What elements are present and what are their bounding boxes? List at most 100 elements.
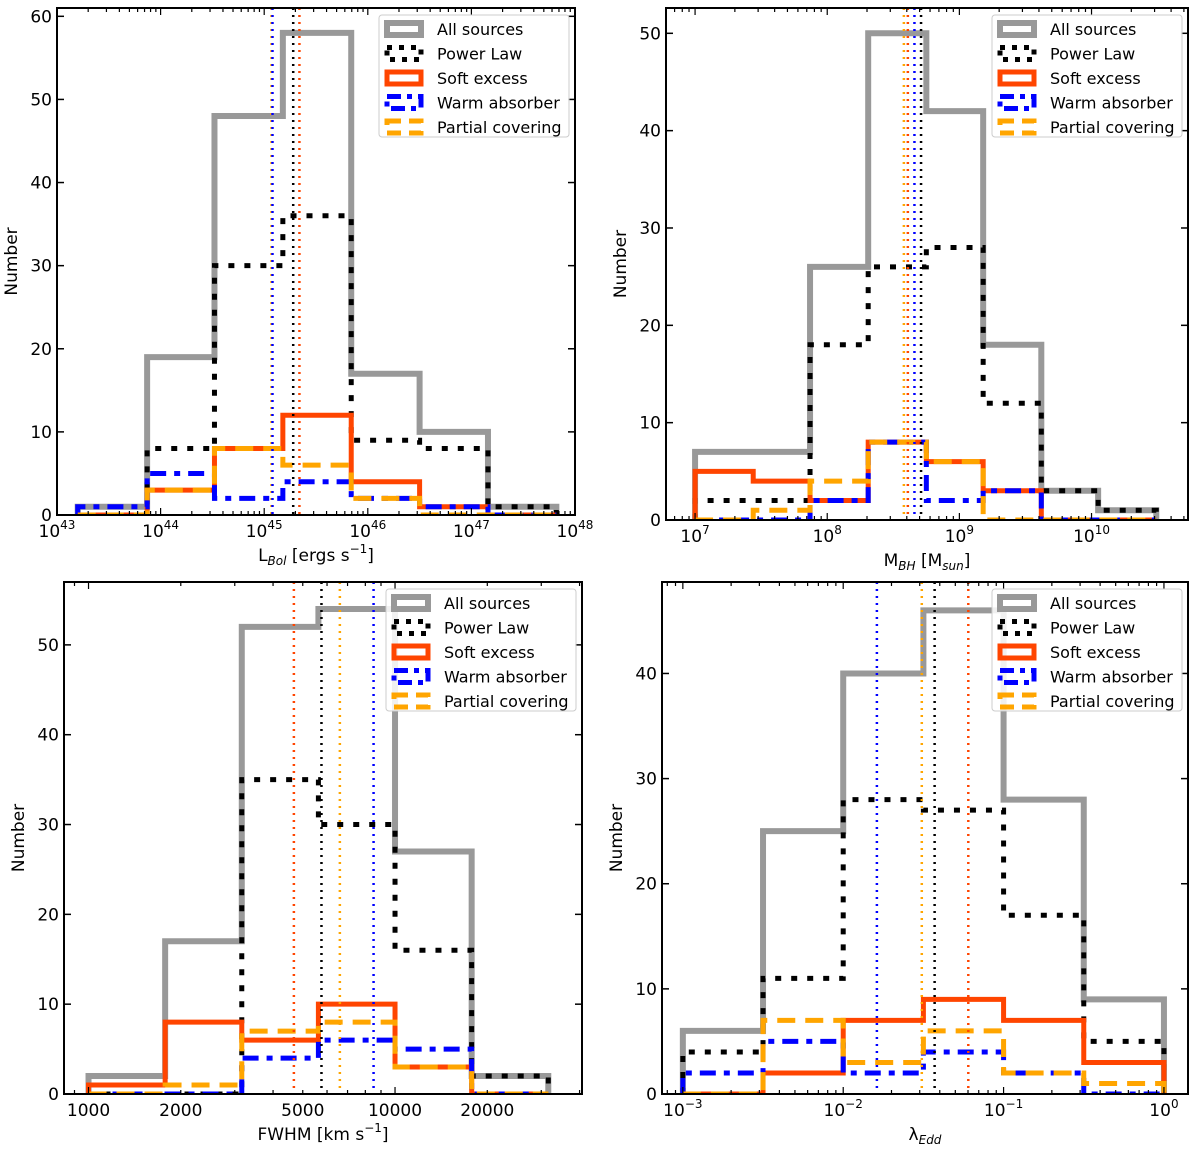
legend-label: Power Law [444, 619, 529, 638]
legend-item-pc: Partial covering [997, 692, 1175, 711]
legend-item-wa: Warm absorber [384, 94, 560, 113]
y-axis-label: Number [9, 804, 29, 872]
axes-frame [63, 581, 583, 1095]
y-tick-label: 30 [635, 770, 657, 790]
legend-item-pc: Partial covering [997, 118, 1175, 137]
legend-item-wa: Warm absorber [997, 94, 1173, 113]
legend-item-all: All sources [997, 594, 1136, 613]
x-tick-label: 2000 [159, 1101, 202, 1121]
y-tick-label: 60 [30, 7, 52, 27]
legend-item-pc: Partial covering [391, 692, 569, 711]
legend-item-pl: Power Law [384, 45, 522, 64]
x-axis-label: FWHM [km s−1] [257, 1121, 388, 1145]
legend-swatch [384, 69, 424, 87]
y-tick-label: 40 [639, 122, 661, 142]
histogram-pc [695, 439, 1157, 520]
legend: All sources Power Law Soft excess Warm abso… [385, 588, 577, 712]
legend-item-all: All sources [391, 594, 530, 613]
legend-item-pl: Power Law [997, 619, 1135, 638]
legend-label: Soft excess [1050, 69, 1141, 88]
y-tick-label: 20 [30, 340, 52, 360]
y-tick-label: 20 [639, 316, 661, 336]
panel-4: 0 10 20 30 40 10−3 10−2 10−1 100 λEdd Number All so… [607, 581, 1189, 1147]
legend-swatch [997, 594, 1037, 612]
histogram-pl [692, 244, 1159, 520]
panel-3: 0 10 20 30 40 50 1000 2000 5000 10000 20000 FWHM [k… [9, 581, 583, 1145]
legend: All sources Power Law Soft excess Warm abso… [991, 588, 1183, 712]
y-tick-label: 30 [37, 816, 59, 836]
y-tick-label: 20 [635, 875, 657, 895]
x-tick-label: 1000 [67, 1101, 110, 1121]
y-axis-label: Number [611, 230, 631, 298]
x-tick-label: 20000 [460, 1101, 514, 1121]
x-tick-label: 100 [1149, 1097, 1178, 1121]
legend-swatch [384, 45, 424, 62]
legend-item-se: Soft excess [391, 643, 535, 662]
legend-swatch [997, 668, 1037, 685]
legend-label: Partial covering [444, 692, 569, 711]
y-tick-label: 0 [41, 506, 52, 526]
panel-2: 0 10 20 30 40 50 107 108 109 1010 MBH [Msun] Number… [611, 7, 1189, 573]
plot-area [85, 582, 552, 1094]
legend-label: Warm absorber [1050, 94, 1173, 113]
x-tick-label: 1048 [557, 518, 594, 542]
y-tick-label: 30 [30, 257, 52, 277]
legend-item-wa: Warm absorber [391, 668, 567, 687]
y-tick-label: 10 [30, 423, 52, 443]
legend-swatch [997, 619, 1037, 636]
x-tick-label: 10−3 [663, 1097, 702, 1121]
legend-label: Soft excess [444, 643, 535, 662]
legend-swatch [391, 643, 431, 661]
legend-swatch [391, 619, 431, 636]
y-axis-label: Number [607, 804, 627, 872]
legend-swatch [391, 668, 431, 685]
legend-label: All sources [1050, 20, 1136, 39]
legend-swatch [997, 20, 1037, 38]
legend-item-pc: Partial covering [384, 118, 562, 137]
legend-label: Soft excess [437, 69, 528, 88]
axes-frame [56, 7, 576, 516]
legend-item-se: Soft excess [384, 69, 528, 88]
legend-label: All sources [437, 20, 523, 39]
histogram-wa [88, 1037, 549, 1094]
legend-swatch [384, 94, 424, 111]
y-tick-label: 30 [639, 219, 661, 239]
x-tick-label: 10−2 [824, 1097, 863, 1121]
legend: All sources Power Law Soft excess Warm abso… [378, 14, 570, 138]
axes-frame [661, 581, 1189, 1095]
plot-area [679, 582, 1167, 1094]
legend: All sources Power Law Soft excess Warm abso… [991, 14, 1183, 138]
y-tick-label: 40 [37, 726, 59, 746]
panel-1: 0 10 20 30 40 50 60 1043 1044 1045 1046 1047 1048 LBo… [2, 7, 593, 568]
histogram-pc [682, 1017, 1167, 1094]
legend-swatch [997, 45, 1037, 62]
histogram-wa [695, 439, 1157, 520]
y-tick-label: 10 [37, 995, 59, 1015]
legend-label: Soft excess [1050, 643, 1141, 662]
legend-swatch [391, 594, 431, 612]
legend-item-wa: Warm absorber [997, 668, 1173, 687]
legend-item-pl: Power Law [997, 45, 1135, 64]
y-axis-label: Number [2, 227, 22, 295]
legend-label: Partial covering [1050, 118, 1175, 137]
x-tick-label: 109 [945, 523, 974, 547]
y-tick-label: 10 [639, 414, 661, 434]
legend-swatch [997, 643, 1037, 661]
histogram-pl [88, 777, 551, 1094]
histogram-pc [77, 446, 557, 515]
legend-label: All sources [1050, 594, 1136, 613]
x-tick-label: 1043 [39, 518, 76, 542]
x-axis-label: LBol [ergs s−1] [258, 542, 374, 568]
histogram-all [692, 30, 1160, 520]
legend-label: Warm absorber [1050, 668, 1173, 687]
x-tick-label: 107 [680, 523, 709, 547]
legend-label: Power Law [1050, 45, 1135, 64]
legend-label: All sources [444, 594, 530, 613]
x-axis-label: MBH [Msun] [884, 551, 971, 573]
legend-label: Power Law [437, 45, 522, 64]
y-tick-label: 50 [639, 24, 661, 44]
legend-swatch [997, 69, 1037, 87]
y-tick-label: 10 [635, 980, 657, 1000]
y-tick-label: 40 [635, 664, 657, 684]
